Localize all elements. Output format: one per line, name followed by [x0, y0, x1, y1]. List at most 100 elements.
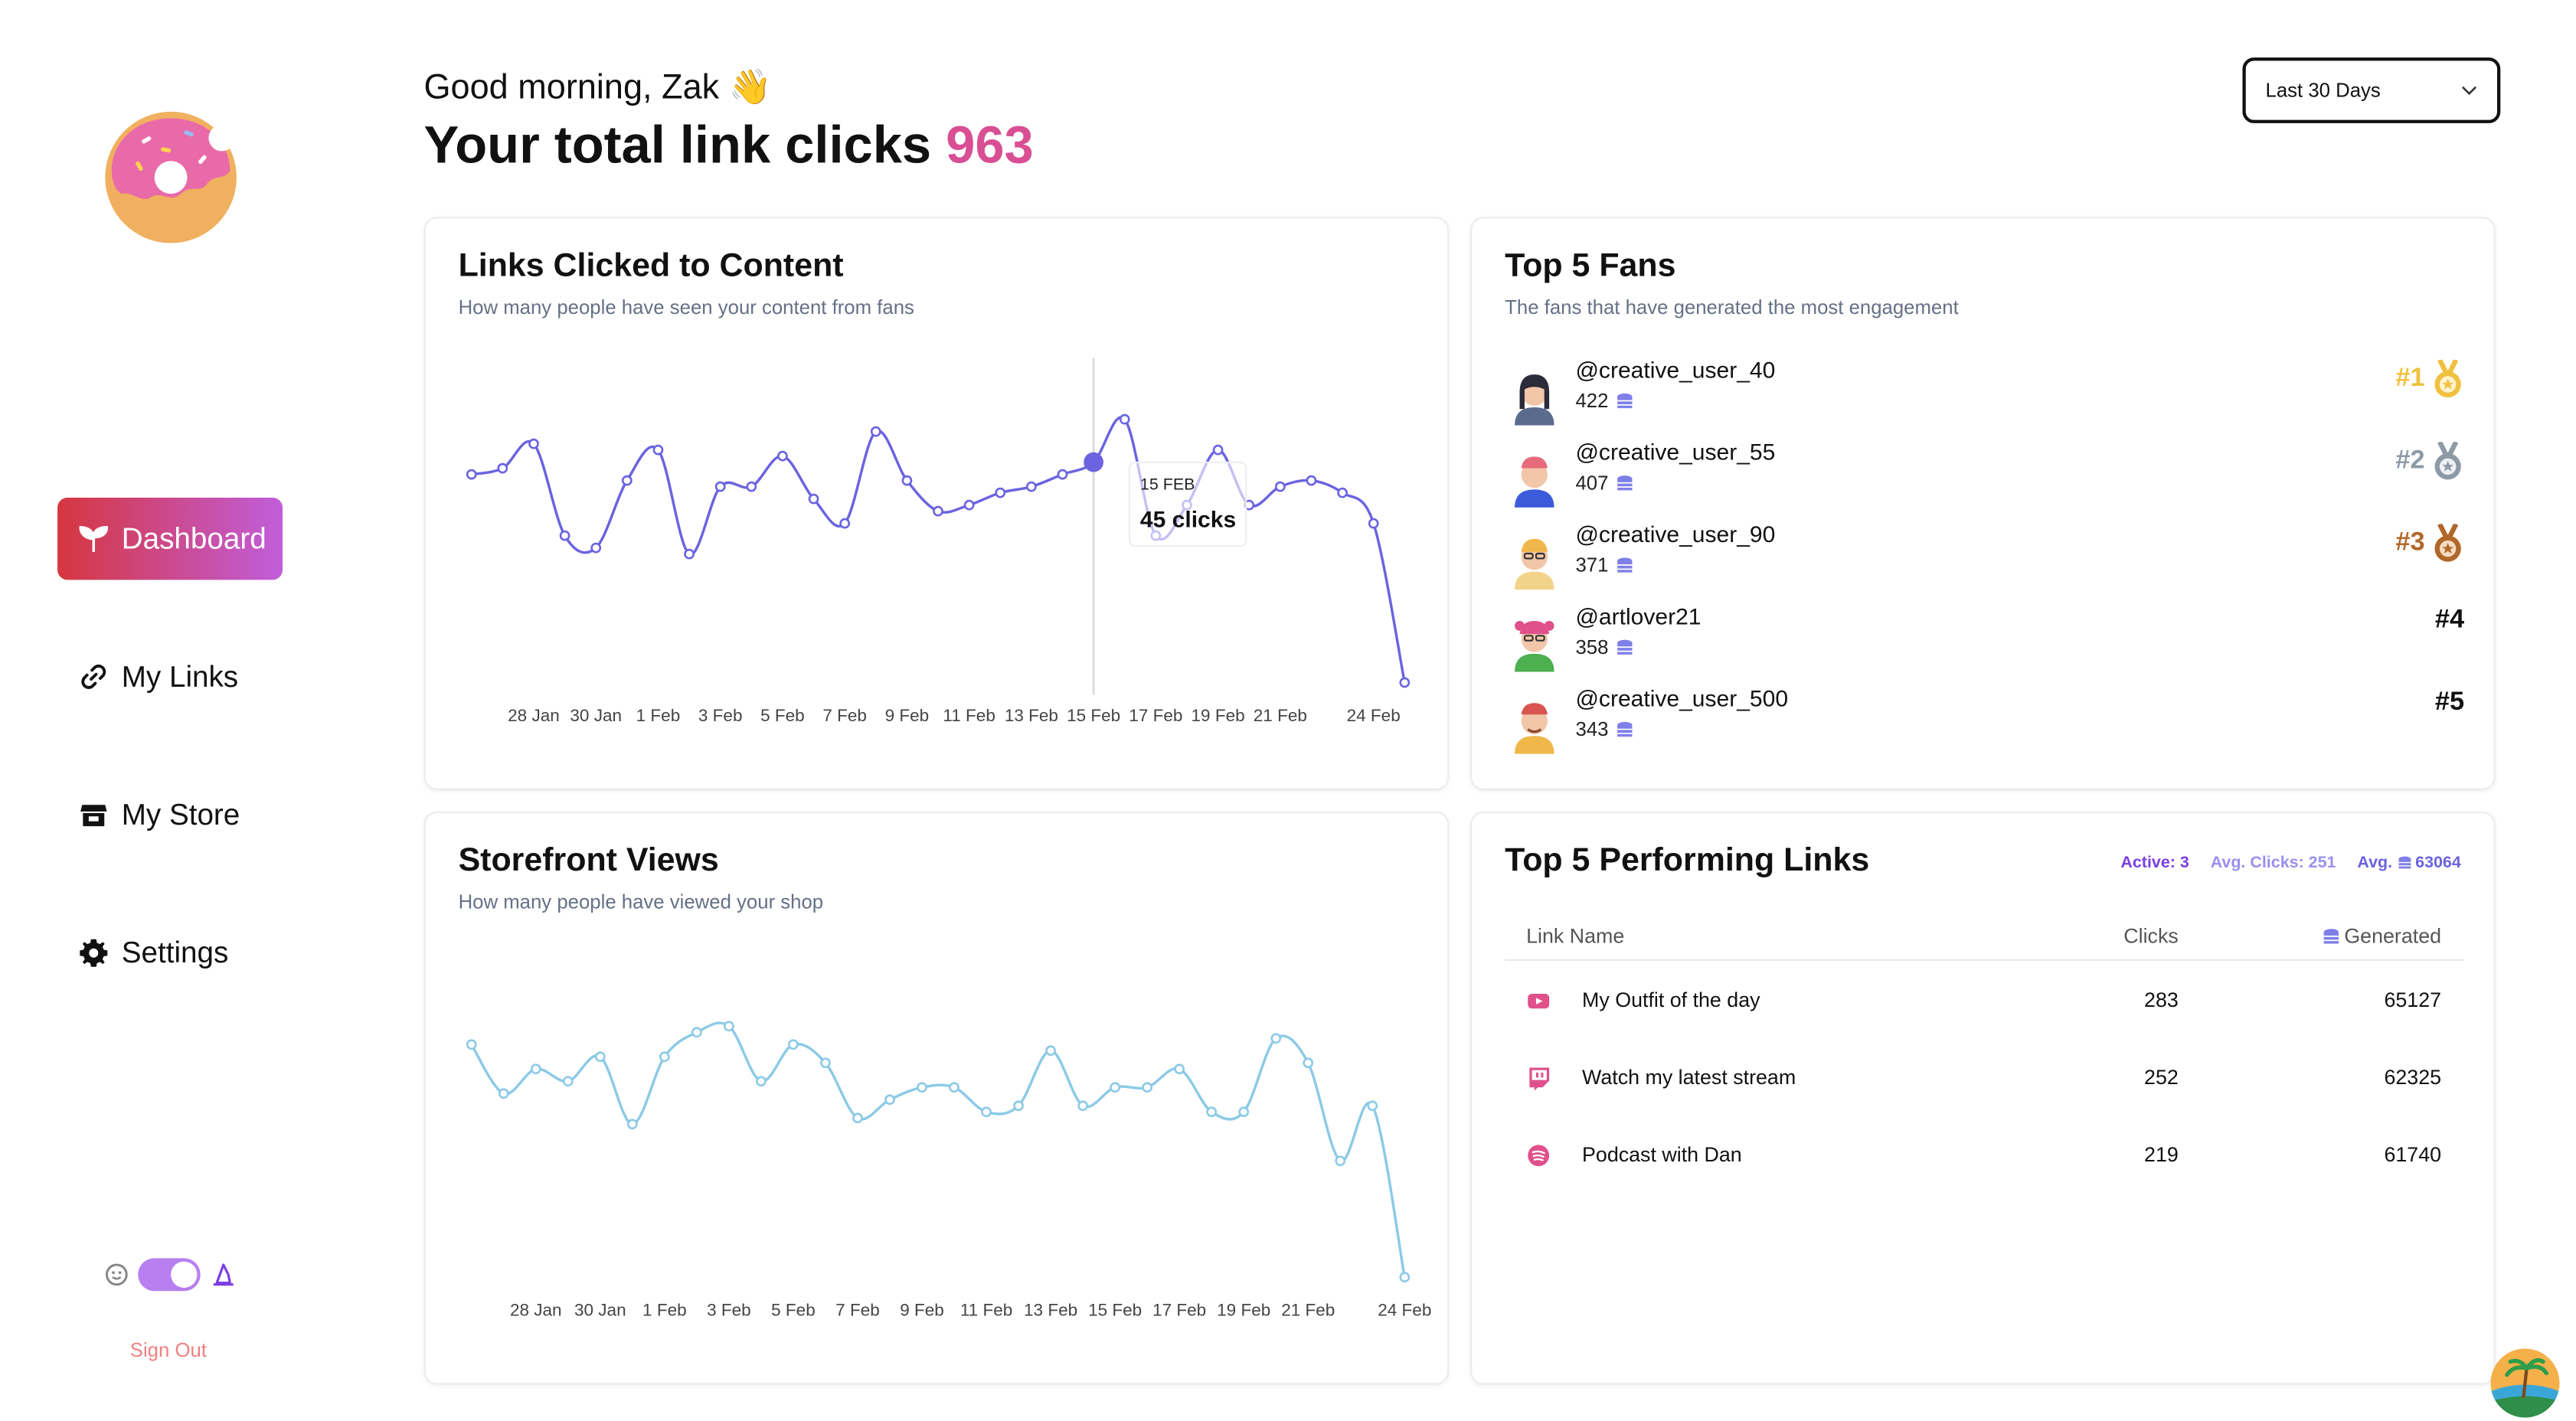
- data-point: [621, 475, 633, 486]
- data-point: [1306, 475, 1317, 486]
- x-tick-label: 30 Jan: [570, 706, 622, 725]
- fan-row[interactable]: @creative_user_90 371 #3: [1505, 521, 2464, 596]
- x-tick-label: 11 Feb: [943, 706, 995, 725]
- fan-coins: 343: [1575, 718, 1633, 741]
- fan-row[interactable]: @artlover21 358 #4: [1505, 603, 2464, 678]
- donut-logo[interactable]: [102, 109, 240, 247]
- data-point: [1274, 481, 1286, 492]
- fan-rank-label: #4: [2434, 606, 2465, 635]
- data-point: [594, 1051, 606, 1063]
- user-avatar[interactable]: [2490, 1348, 2560, 1418]
- top-links-card: Top 5 Performing Links Active: 3 Avg. Cl…: [1470, 811, 2496, 1385]
- fan-row[interactable]: @creative_user_40 422 #1: [1505, 357, 2464, 433]
- spotify-icon: [1528, 1145, 1550, 1167]
- link-generated: 62325: [2384, 1066, 2442, 1089]
- data-point: [590, 542, 602, 554]
- x-tick-label: 1 Feb: [642, 1300, 687, 1319]
- theme-toggle[interactable]: [105, 1258, 237, 1292]
- data-point: [1206, 1106, 1218, 1118]
- fan-handle[interactable]: @creative_user_40: [1575, 356, 1776, 383]
- data-point: [1238, 1106, 1250, 1118]
- silver-medal-icon: [2434, 442, 2461, 480]
- link-name[interactable]: Podcast with Dan: [1582, 1143, 1742, 1167]
- data-point: [901, 475, 913, 486]
- total-clicks-value: 963: [946, 115, 1034, 175]
- data-point: [788, 1039, 799, 1050]
- fan-row[interactable]: @creative_user_500 343 #5: [1505, 685, 2464, 761]
- sidebar-item-label: My Links: [121, 659, 239, 693]
- column-header-clicks[interactable]: Clicks: [2123, 924, 2179, 948]
- fan-rank-label: #3: [2395, 528, 2425, 557]
- sidebar-item-settings[interactable]: Settings: [57, 912, 283, 994]
- fan-handle[interactable]: @artlover21: [1575, 603, 1702, 629]
- x-tick-label: 5 Feb: [771, 1300, 816, 1319]
- stat-active: Active: 3: [2120, 854, 2189, 873]
- table-row[interactable]: Watch my latest stream 252 62325: [1505, 1054, 2464, 1103]
- data-point: [1212, 444, 1224, 456]
- fan-rank: #5: [2435, 688, 2464, 718]
- data-point: [530, 1063, 541, 1075]
- fan-row[interactable]: @creative_user_55 407 #2: [1505, 439, 2464, 514]
- x-tick-label: 13 Feb: [1024, 1300, 1077, 1319]
- date-range-select[interactable]: Last 30 Days: [2242, 57, 2501, 123]
- fan-rank: #4: [2435, 606, 2464, 636]
- fan-handle[interactable]: @creative_user_55: [1575, 438, 1776, 466]
- storefront-views-chart[interactable]: 28 Jan 30 Jan 1 Feb 3 Feb 5 Feb 7 Feb 9 Feb 11 …: [426, 813, 1451, 1387]
- x-tick-label: 24 Feb: [1347, 706, 1401, 725]
- table-row[interactable]: Podcast with Dan 219 61740: [1505, 1132, 2464, 1181]
- data-point: [1142, 1082, 1153, 1093]
- link-icon: [81, 664, 106, 689]
- switch-knob: [171, 1261, 198, 1288]
- sidebar-item-label: Settings: [121, 935, 229, 969]
- fan-handle[interactable]: @creative_user_90: [1575, 521, 1776, 547]
- data-point: [1119, 413, 1130, 425]
- theme-switch[interactable]: [138, 1258, 201, 1292]
- data-point: [659, 1051, 670, 1063]
- link-clicks: 219: [2144, 1143, 2179, 1167]
- card-title: Top 5 Performing Links: [1505, 842, 1870, 879]
- sidebar-item-my-links[interactable]: My Links: [57, 635, 283, 717]
- data-point: [1026, 481, 1037, 492]
- data-point: [684, 548, 695, 560]
- fan-avatar: [1515, 620, 1554, 672]
- fan-handle[interactable]: @creative_user_500: [1575, 684, 1789, 711]
- sidebar-item-label: My Store: [121, 797, 240, 831]
- fan-coins-value: 371: [1575, 553, 1609, 577]
- link-name[interactable]: My Outfit of the day: [1582, 988, 1760, 1012]
- column-header-name[interactable]: Link Name: [1526, 924, 1625, 948]
- x-tick-label: 1 Feb: [636, 706, 681, 725]
- data-point: [1303, 1057, 1314, 1069]
- table-row[interactable]: My Outfit of the day 283 65127: [1505, 978, 2464, 1027]
- data-point: [963, 499, 975, 511]
- greeting: Good morning, Zak 👋: [423, 69, 772, 107]
- data-point: [1174, 1063, 1185, 1075]
- link-stats: Active: 3 Avg. Clicks: 251 Avg. 63064: [2120, 854, 2460, 873]
- data-point: [1045, 1045, 1056, 1057]
- sign-out-link[interactable]: Sign Out: [129, 1338, 207, 1362]
- data-point: [1057, 469, 1068, 480]
- data-point: [820, 1057, 831, 1069]
- card-title: Links Clicked to Content: [458, 247, 844, 285]
- data-point: [1077, 1100, 1088, 1112]
- fan-avatar: [1515, 703, 1554, 754]
- data-point: [777, 450, 788, 462]
- sidebar-item-dashboard[interactable]: Dashboard: [57, 498, 283, 580]
- x-tick-label: 3 Feb: [707, 1300, 751, 1319]
- fan-coins-value: 422: [1575, 389, 1609, 413]
- card-subtitle: How many people have seen your content f…: [458, 296, 914, 319]
- x-tick-label: 9 Feb: [885, 706, 930, 725]
- sidebar-item-my-store[interactable]: My Store: [57, 773, 283, 855]
- column-header-generated-label: Generated: [2344, 924, 2442, 948]
- data-point: [870, 426, 881, 437]
- coins-icon: [2323, 928, 2339, 943]
- data-point: [1399, 677, 1411, 688]
- chevron-down-icon: [2462, 86, 2477, 96]
- link-name[interactable]: Watch my latest stream: [1582, 1066, 1796, 1089]
- data-point: [933, 505, 943, 517]
- x-tick-label: 5 Feb: [760, 706, 805, 725]
- x-tick-label: 19 Feb: [1192, 706, 1245, 725]
- links-clicked-chart[interactable]: 28 Jan 30 Jan 1 Feb 3 Feb 5 Feb 7 Feb 9 Feb 11 …: [426, 218, 1451, 792]
- stat-avg-generated-value: 63064: [2415, 854, 2461, 873]
- card-subtitle: The fans that have generated the most en…: [1505, 296, 1959, 319]
- column-header-generated[interactable]: Generated: [2319, 925, 2441, 948]
